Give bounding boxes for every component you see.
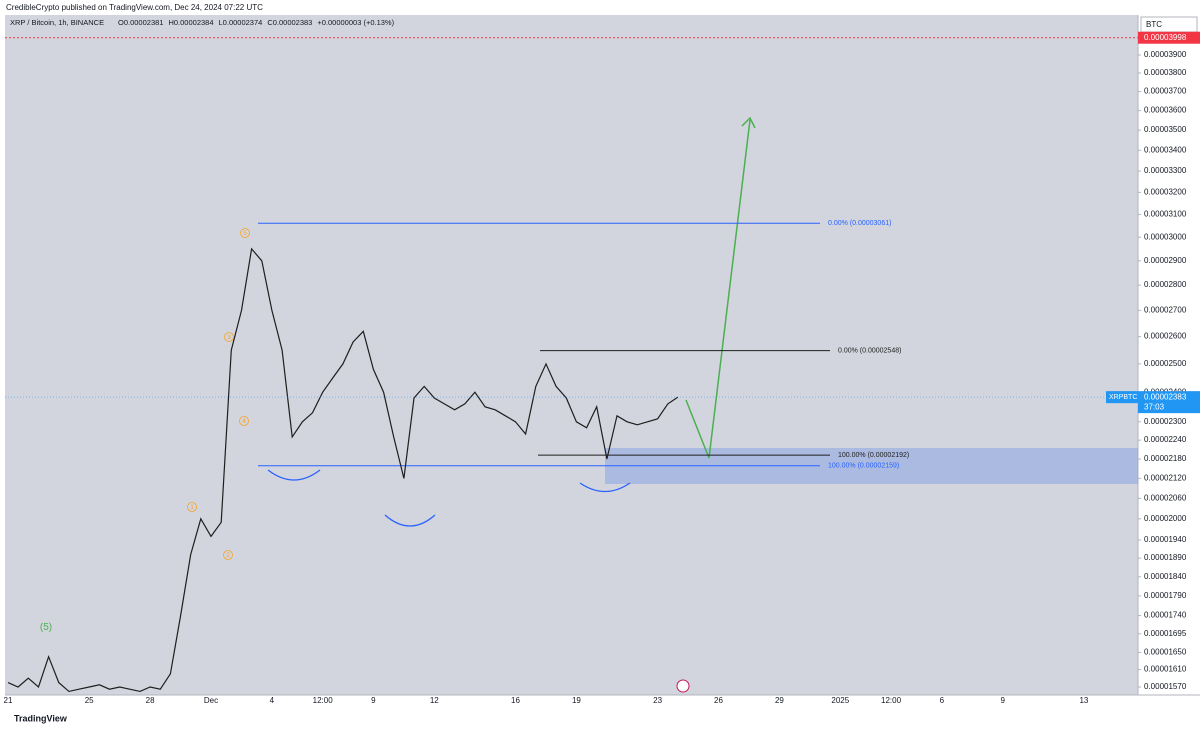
alert-label-bg [1138,31,1200,44]
x-tick-label: 13 [1079,696,1088,705]
ohlc-value: +0.00000003 (+0.13%) [317,18,394,27]
x-tick-label: 16 [511,696,520,705]
arc [384,514,436,527]
level-label: 100.00% (0.00002159) [828,463,899,470]
y-tick-label: 0.00003600 [1144,106,1187,115]
published: CredibleCrypto published on TradingView.… [6,3,263,12]
y-tick-label: 0.00002240 [1144,435,1187,444]
ohlc-value: O0.00002381 [118,18,163,27]
symbol-tag [1106,391,1138,404]
symbol-info: XRP / Bitcoin, 1h, BINANCE [10,18,104,27]
wave-label: 3 [227,334,231,341]
level-label: 100.00% (0.00002192) [838,452,909,459]
x-tick-label: 4 [270,696,275,705]
y-tick-label: 0.00003100 [1144,210,1187,219]
y-tick-label: 0.00001890 [1144,553,1187,562]
wave-circle [224,332,234,342]
y-tick-label: 0.00002700 [1144,306,1187,315]
x-tick-label: 23 [653,696,662,705]
ohlc-value: L0.00002374 [219,18,263,27]
x-tick-label: 29 [775,696,784,705]
y-tick-label: 0.00002300 [1144,417,1187,426]
x-tick-label: 25 [85,696,94,705]
price-tag [1138,391,1200,414]
ohlc-value: H0.00002384 [168,18,213,27]
y-tick-label: 0.00002120 [1144,473,1187,482]
wave-label: 5 [243,230,247,237]
y-tick-label: 0.00001940 [1144,535,1187,544]
y-tick-label: 0.00003200 [1144,187,1187,196]
price-label: 0.00002383 [1144,392,1187,401]
y-tick-label: 0.00003000 [1144,232,1187,241]
arrow-head [741,116,756,129]
wave-circle [187,502,197,512]
y-tick-label: 0.00003500 [1144,125,1187,134]
wave-circle [239,416,249,426]
arc [579,482,631,493]
wave-label: 1 [190,504,194,511]
x-tick-label: 12:00 [881,696,902,705]
x-tick-label: 12:00 [313,696,334,705]
arc [267,469,321,481]
x-tick-label: 26 [714,696,723,705]
wave-circle [223,550,233,560]
y-tick-label: 0.00001695 [1144,629,1187,638]
currency: BTC [1146,20,1162,29]
x-tick-label: 12 [430,696,439,705]
y-tick-label: 0.00001570 [1144,682,1187,691]
wave-label: (5) [40,622,52,633]
x-tick-label: Dec [204,696,218,705]
y-tick-label: 0.00003400 [1144,145,1187,154]
brand: TradingView [14,713,68,723]
ohlc: O0.00002381 H0.00002384 L0.00002374 C0.0000… [118,18,395,27]
y-tick-label: 0.00003900 [1144,50,1187,59]
y-tick-label: 0.00002180 [1144,454,1187,463]
countdown: 37:03 [1144,402,1165,411]
price-axis [1138,15,1200,695]
plot-area [5,15,1138,695]
y-tick-label: 0.00002900 [1144,256,1187,265]
y-tick-label: 0.00003700 [1144,87,1187,96]
y-tick-label: 0.00001650 [1144,648,1187,657]
symbol-label: XRPBTC [1109,394,1137,401]
y-tick-label: 0.00003800 [1144,68,1187,77]
y-tick-label: 0.00002600 [1144,332,1187,341]
y-tick-label: 0.00002000 [1144,514,1187,523]
event-icon [676,679,690,693]
alert-label: 0.00003998 [1144,33,1187,42]
y-tick-label: 0.00001610 [1144,665,1187,674]
x-tick-label: 19 [572,696,581,705]
y-tick-label: 0.00002500 [1144,359,1187,368]
ohlc-value: C0.00002383 [267,18,312,27]
y-tick-label: 0.00003300 [1144,166,1187,175]
x-tick-label: 21 [4,696,13,705]
price-line [7,247,679,693]
wave-label: 4 [242,418,246,425]
y-tick-label: 0.00001790 [1144,591,1187,600]
y-tick-label: 0.00002800 [1144,280,1187,289]
x-tick-label: 6 [940,696,945,705]
x-tick-label: 2025 [831,696,849,705]
wave-label: 2 [226,552,230,559]
y-tick-label: 0.00001740 [1144,611,1187,620]
projection [685,119,751,459]
level-label: 0.00% (0.00002548) [838,347,901,354]
wave-circle [240,228,250,238]
y-tick-label: 0.00001840 [1144,572,1187,581]
level-label: 0.00% (0.00003061) [828,220,891,227]
x-tick-label: 9 [1000,696,1005,705]
x-tick-label: 28 [146,696,155,705]
y-tick-label: 0.00002060 [1144,493,1187,502]
x-tick-label: 9 [371,696,376,705]
